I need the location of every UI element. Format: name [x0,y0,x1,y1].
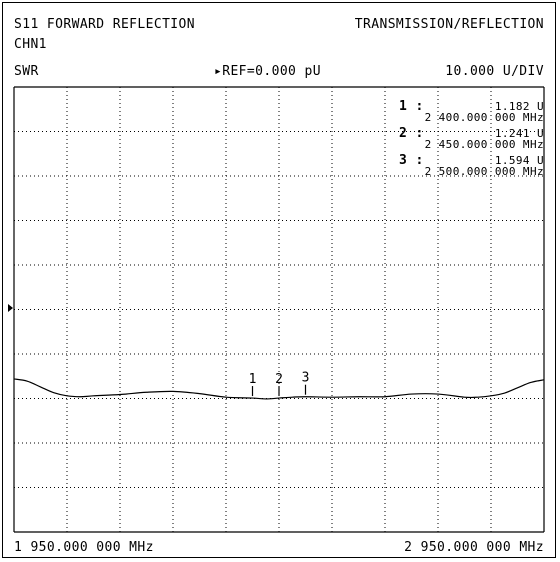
marker-2-label: 2 [275,372,283,387]
marker-3-number: 3 : [399,153,424,168]
mode-label: TRANSMISSION/REFLECTION [354,17,544,32]
channel-label: CHN1 [14,37,47,52]
reference-pointer-icon [8,304,13,312]
marker-3-label: 3 [302,371,310,386]
marker-2-frequency: 2 450.000 000 MHz [424,138,544,151]
trace-markers: 1 2 3 [249,371,310,397]
display-frame [2,2,556,558]
stop-frequency: 2 950.000 000 MHz [404,540,544,555]
trace-line [13,378,545,400]
marker-3-frequency: 2 500.000 000 MHz [424,165,544,178]
marker-1-label: 1 [249,372,257,387]
marker-1-value: 1.182 U [494,100,544,113]
grid [13,86,545,533]
start-frequency: 1 950.000 000 MHz [14,540,154,555]
measurement-title: S11 FORWARD REFLECTION [14,17,195,32]
marker-3-value: 1.594 U [494,154,544,167]
reference-label: ▸REF=0.000 pU [214,64,321,79]
marker-2-number: 2 : [399,126,424,141]
marker-1-frequency: 2 400.000 000 MHz [424,111,544,124]
format-label: SWR [14,64,39,79]
scale-label: 10.000 U/DIV [445,64,544,79]
marker-1-number: 1 : [399,99,424,114]
marker-2-value: 1.241 U [494,127,544,140]
